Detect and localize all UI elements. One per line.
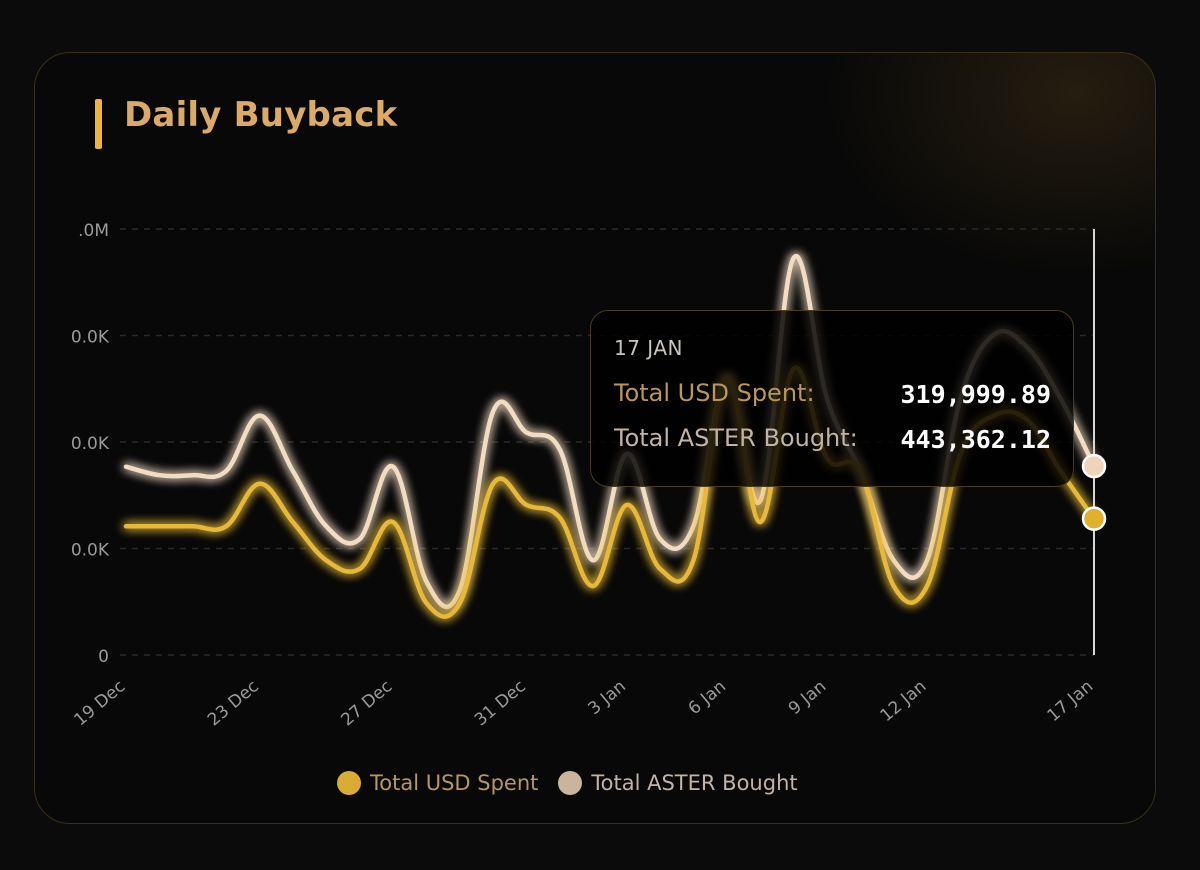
tooltip-date: 17 JAN [614,336,683,360]
tooltip-aster-value: 443,362.12 [900,425,1051,454]
x-axis: 19 Dec 23 Dec 27 Dec 31 Dec 3 Jan 6 Jan 9 Jan 1… [70,677,1097,731]
x-tick-label: 17 Jan [1044,677,1098,727]
legend-dot-aster [558,771,583,795]
x-tick-label: 6 Jan [685,677,730,720]
x-tick-label: 19 Dec [70,677,129,731]
legend-label-usd: Total USD Spent [370,771,539,795]
hover-markers [1081,453,1107,531]
x-tick-label: 31 Dec [471,677,530,731]
chart-tooltip: 17 JAN Total USD Spent: 319,999.89 Total… [590,310,1074,487]
legend-dot-usd [337,771,361,795]
chart-legend: Total USD Spent Total ASTER Bought [337,768,818,798]
legend-label-aster: Total ASTER Bought [591,771,798,795]
marker-usd [1081,506,1107,531]
y-axis: 0 0.0K 0.0K 0.0K .0M [71,221,110,667]
x-tick-label: 3 Jan [585,677,630,720]
marker-aster [1081,453,1107,479]
x-tick-label: 12 Jan [877,677,931,727]
tooltip-aster-label: Total ASTER Bought: [614,424,858,452]
x-tick-label: 27 Dec [337,677,396,731]
tooltip-usd-label: Total USD Spent: [614,379,815,407]
y-tick-label: 0 [98,647,109,667]
y-tick-label: 0.0K [71,328,110,348]
legend-item-aster[interactable]: Total ASTER Bought [558,771,798,795]
legend-item-usd[interactable]: Total USD Spent [337,771,538,795]
y-tick-label: 0.0K [71,541,110,561]
x-tick-label: 9 Jan [785,677,830,720]
title-accent-bar [95,99,102,149]
y-tick-label: .0M [78,221,109,241]
x-tick-label: 23 Dec [204,677,263,731]
y-tick-label: 0.0K [71,434,110,454]
chart-title: Daily Buyback [124,95,398,135]
series-line-usd [123,365,1097,619]
tooltip-usd-value: 319,999.89 [900,380,1051,409]
